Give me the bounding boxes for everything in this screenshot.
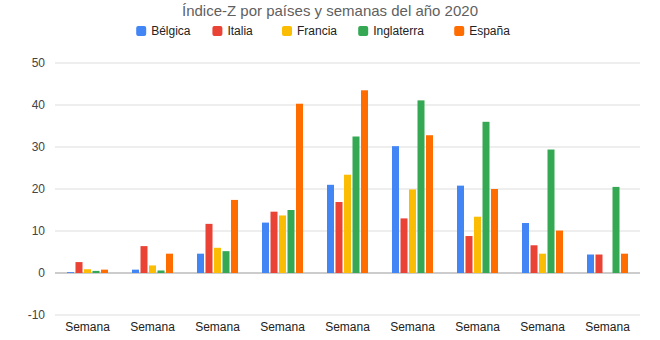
bars <box>67 90 628 273</box>
bar <box>531 245 538 273</box>
bar <box>613 187 620 273</box>
bar <box>214 248 221 273</box>
x-axis: Semana Semana Semana Semana Semana Semana Sema… <box>65 320 630 334</box>
bar <box>336 202 343 273</box>
bar <box>409 189 416 273</box>
x-tick-label: Semana <box>130 320 175 334</box>
bar <box>457 186 464 273</box>
bar <box>197 254 204 273</box>
chart-svg: Índice-Z por países y semanas del año 20… <box>0 0 660 340</box>
chart-container: Índice-Z por países y semanas del año 20… <box>0 0 660 340</box>
bar <box>223 251 230 273</box>
bar <box>84 269 91 273</box>
x-tick-label: Semana <box>260 320 305 334</box>
legend-swatch <box>282 26 292 36</box>
bar <box>361 90 368 273</box>
legend-label: España <box>469 24 510 38</box>
bar <box>466 236 473 273</box>
chart-title: Índice-Z por países y semanas del año 20… <box>182 2 478 19</box>
bar <box>206 224 213 273</box>
bar <box>483 122 490 273</box>
bar <box>621 254 628 273</box>
bar <box>344 175 351 273</box>
bar <box>539 254 546 273</box>
bar <box>101 270 108 273</box>
bar <box>353 137 360 274</box>
y-tick-label: 0 <box>38 266 45 280</box>
bar <box>587 255 594 273</box>
bar <box>401 218 408 273</box>
bar <box>132 270 139 273</box>
y-tick-label: 20 <box>32 182 46 196</box>
bar <box>596 255 603 273</box>
bar <box>426 135 433 273</box>
legend-label: Italia <box>227 24 253 38</box>
x-tick-label: Semana <box>585 320 630 334</box>
legend-swatch <box>454 26 464 36</box>
bar <box>166 254 173 273</box>
bar <box>548 150 555 273</box>
x-tick-label: Semana <box>455 320 500 334</box>
bar <box>271 212 278 273</box>
legend-label: Francia <box>297 24 337 38</box>
bar <box>556 231 563 273</box>
y-tick-label: 10 <box>32 224 46 238</box>
legend-label: Inglaterra <box>373 24 424 38</box>
bar <box>93 271 100 273</box>
bar <box>392 146 399 273</box>
bar <box>288 210 295 273</box>
bar <box>474 217 481 273</box>
y-tick-label: -10 <box>28 308 46 322</box>
x-tick-label: Semana <box>325 320 370 334</box>
bar <box>327 185 334 273</box>
x-tick-label: Semana <box>195 320 240 334</box>
x-tick-label: Semana <box>390 320 435 334</box>
grid-line <box>55 315 640 316</box>
y-tick-label: 30 <box>32 140 46 154</box>
grid-line <box>55 147 640 148</box>
bar <box>67 272 74 274</box>
x-tick-label: Semana <box>65 320 110 334</box>
bar <box>158 270 165 273</box>
bar <box>279 215 286 273</box>
bar <box>262 223 269 273</box>
bar <box>491 189 498 273</box>
legend: Bélgica Italia Francia Inglaterra España <box>136 24 510 38</box>
legend-swatch <box>212 26 222 36</box>
bar <box>76 262 83 273</box>
y-axis: -10 0 10 20 30 40 50 <box>28 56 640 322</box>
bar <box>522 223 529 273</box>
legend-swatch <box>136 26 146 36</box>
bar <box>418 100 425 273</box>
legend-label: Bélgica <box>151 24 191 38</box>
legend-swatch <box>358 26 368 36</box>
grid-line <box>55 105 640 106</box>
bar <box>149 265 156 273</box>
x-tick-label: Semana <box>520 320 565 334</box>
bar <box>141 246 148 273</box>
bar <box>296 104 303 273</box>
y-tick-label: 40 <box>32 98 46 112</box>
bar <box>231 200 238 273</box>
grid-line <box>55 63 640 64</box>
y-tick-label: 50 <box>32 56 46 70</box>
